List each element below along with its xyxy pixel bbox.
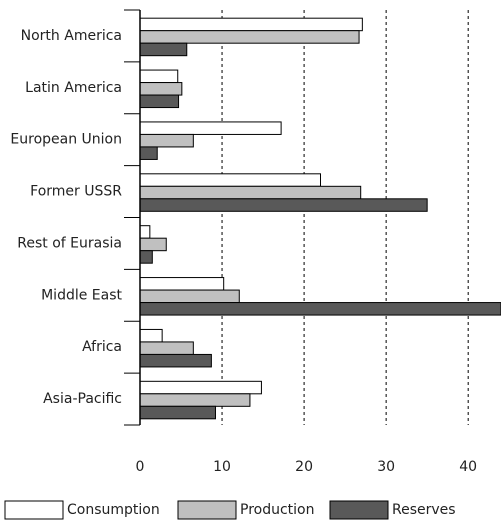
y-tick-label: European Union [10, 132, 122, 148]
y-tick-label: Latin America [25, 80, 122, 96]
y-tick-label: Former USSR [30, 184, 122, 200]
bar [139, 328, 163, 343]
bar [139, 302, 501, 316]
bar [139, 133, 194, 148]
bar [139, 198, 428, 212]
y-tick-label: Rest of Eurasia [17, 235, 122, 251]
bar [139, 405, 216, 420]
bar [139, 69, 179, 84]
legend-swatch [177, 500, 237, 520]
bar [139, 225, 151, 239]
bar [139, 237, 167, 252]
x-tick-label: 10 [213, 459, 231, 475]
bar [139, 94, 180, 109]
x-tick-label: 40 [459, 459, 477, 475]
y-tick-label: Asia-Pacific [43, 391, 122, 407]
bar [139, 185, 362, 200]
bar [139, 380, 262, 395]
bar [139, 277, 225, 291]
bar [139, 82, 183, 96]
bar [139, 289, 240, 304]
bar [139, 393, 251, 407]
x-tick-label: 0 [136, 459, 145, 475]
legend-label: Production [240, 502, 314, 518]
bar [139, 250, 153, 264]
legend-label: Consumption [67, 502, 160, 518]
legend-swatch [329, 500, 389, 520]
bar [139, 341, 194, 355]
legend-swatch [4, 500, 64, 520]
bar [139, 17, 363, 32]
bar [139, 121, 282, 135]
y-tick-label: North America [21, 28, 122, 44]
y-tick-label: Africa [82, 339, 122, 355]
bar [139, 30, 360, 44]
bar [139, 353, 212, 368]
bar [139, 173, 321, 187]
x-tick-label: 20 [295, 459, 313, 475]
bar [139, 146, 158, 160]
bar [139, 42, 188, 57]
x-tick-label: 30 [377, 459, 395, 475]
y-tick-label: Middle East [41, 287, 122, 303]
legend-label: Reserves [392, 502, 456, 518]
